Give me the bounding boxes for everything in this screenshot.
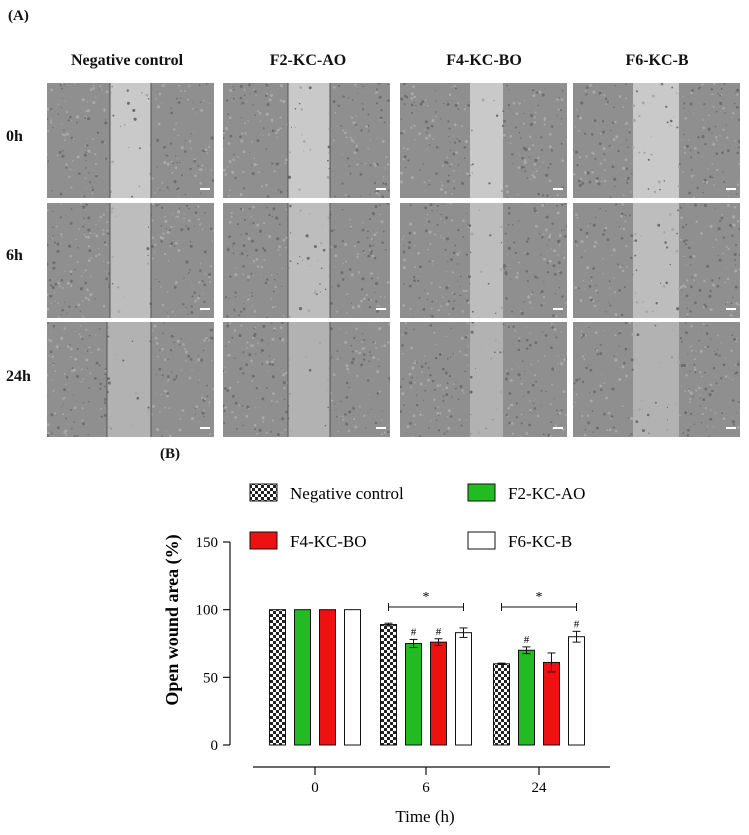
column-header-negative-control: Negative control bbox=[70, 52, 184, 69]
y-tick-label-150: 150 bbox=[196, 535, 219, 551]
bar-0-2 bbox=[319, 609, 336, 746]
micrograph-24h-0 bbox=[47, 322, 214, 437]
bar-0-3 bbox=[344, 609, 361, 746]
micrograph-6h-3 bbox=[573, 203, 740, 318]
panel-a-label: (A) bbox=[8, 8, 29, 24]
chart-tick-labels: 0 50 100 150 0 6 24 bbox=[196, 535, 548, 796]
legend-swatch-1 bbox=[467, 483, 496, 502]
row-header-24h: 24h bbox=[6, 368, 31, 385]
legend-swatch-3 bbox=[467, 531, 496, 550]
bar-6-0 bbox=[380, 624, 397, 746]
chart-axes bbox=[223, 541, 610, 775]
bar-24-1 bbox=[518, 649, 535, 746]
mark-24-3: # bbox=[574, 618, 580, 630]
chart-legend: Negative control F2-KC-AO F4-KC-BO F6-KC-B bbox=[249, 483, 585, 551]
column-header-f6: F6-KC-B bbox=[625, 52, 689, 69]
y-axis-label: Open wound area (%) bbox=[162, 534, 183, 705]
micrograph-24h-3 bbox=[573, 322, 740, 437]
micrograph-0h-1 bbox=[223, 83, 390, 198]
mark-24-1: # bbox=[524, 634, 530, 646]
micrograph-6h-1 bbox=[223, 203, 390, 318]
panel-b-label: (B) bbox=[160, 446, 180, 462]
row-header-6h: 6h bbox=[6, 247, 23, 264]
sig-label-24: * bbox=[536, 590, 543, 605]
y-tick-label-0: 0 bbox=[211, 738, 219, 754]
legend-label-1: F2-KC-AO bbox=[508, 484, 585, 503]
bar-24-2 bbox=[543, 661, 560, 746]
bar-0-1 bbox=[294, 609, 311, 746]
legend-label-2: F4-KC-BO bbox=[290, 532, 367, 551]
row-header-0h: 0h bbox=[6, 128, 23, 145]
bar-6-1 bbox=[405, 643, 422, 746]
column-header-f2: F2-KC-AO bbox=[269, 52, 347, 69]
micrograph-0h-0 bbox=[47, 83, 214, 198]
y-tick-label-100: 100 bbox=[196, 603, 219, 619]
y-tick-label-50: 50 bbox=[203, 670, 218, 686]
mark-6-2: # bbox=[436, 626, 442, 638]
x-tick-label-6: 6 bbox=[422, 780, 430, 796]
legend-label-3: F6-KC-B bbox=[508, 532, 572, 551]
legend-swatch-2 bbox=[249, 531, 278, 550]
bar-24-3 bbox=[568, 636, 585, 746]
micrograph-24h-1 bbox=[223, 322, 390, 437]
chart-bars: # # * # # * bbox=[269, 590, 585, 746]
micrograph-0h-2 bbox=[400, 83, 567, 198]
bar-24-0 bbox=[493, 663, 510, 746]
legend-label-0: Negative control bbox=[290, 484, 404, 503]
column-header-f4: F4-KC-BO bbox=[446, 52, 522, 69]
legend-swatch-0 bbox=[249, 483, 278, 502]
bar-0-0 bbox=[269, 609, 286, 746]
bar-6-2 bbox=[430, 641, 447, 746]
mark-6-1: # bbox=[411, 626, 417, 638]
micrograph-24h-2 bbox=[400, 322, 567, 437]
micrograph-0h-3 bbox=[573, 83, 740, 198]
bar-6-3 bbox=[455, 632, 472, 746]
micrograph-6h-0 bbox=[47, 203, 214, 318]
micrograph-6h-2 bbox=[400, 203, 567, 318]
sig-label-6: * bbox=[423, 590, 430, 605]
x-tick-label-24: 24 bbox=[532, 780, 548, 796]
x-axis-label: Time (h) bbox=[395, 807, 454, 826]
x-tick-label-0: 0 bbox=[311, 780, 319, 796]
